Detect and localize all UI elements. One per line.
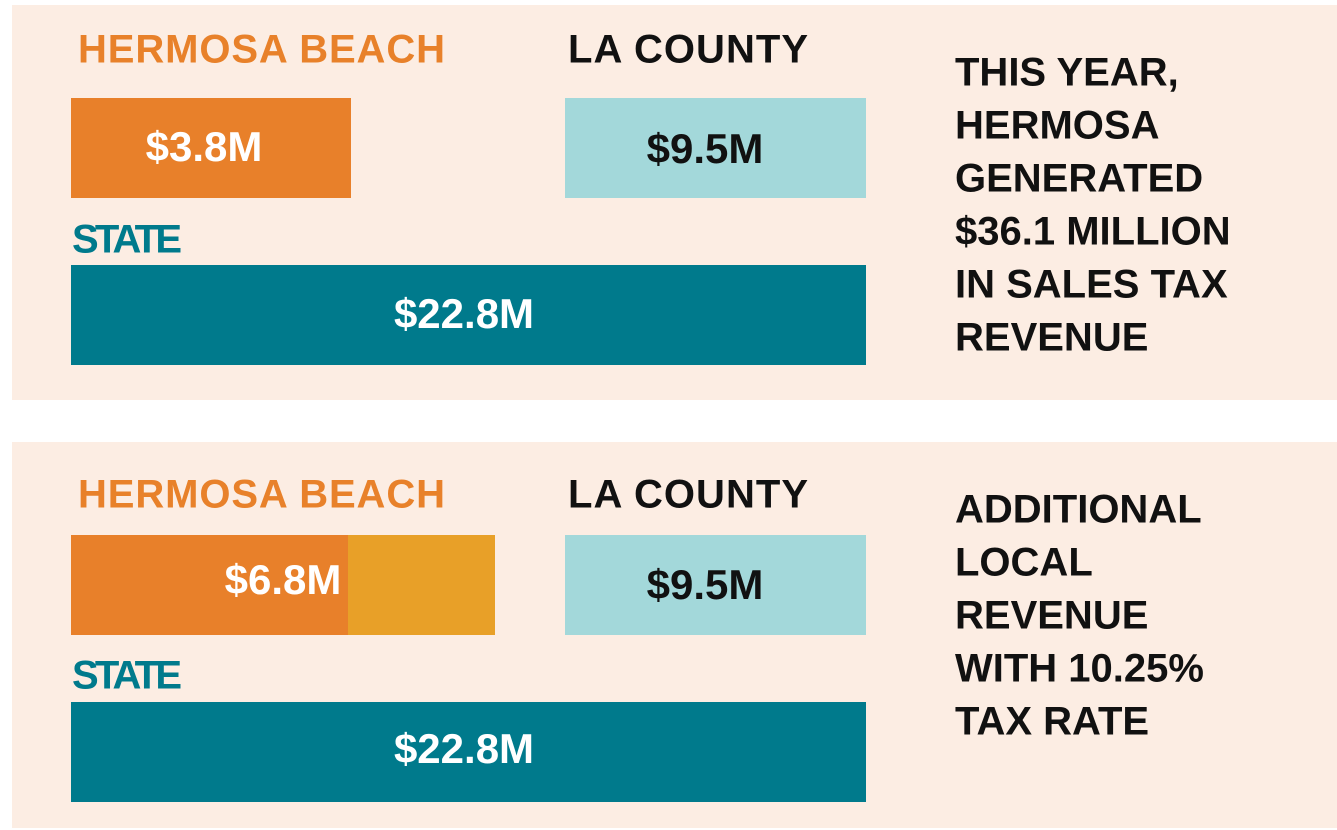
state-value: $22.8M: [394, 725, 534, 772]
hermosa-bar: [71, 535, 348, 635]
county-bar: [565, 98, 866, 198]
hermosa-value: $3.8M: [146, 123, 263, 170]
county-bar: [565, 535, 866, 635]
county-label: LA COUNTY: [568, 473, 808, 517]
note-line: GENERATED: [955, 157, 1203, 201]
state-label: STATE: [72, 654, 182, 698]
hermosa-bar: [71, 98, 351, 198]
note-line: ADDITIONAL: [955, 488, 1202, 532]
hermosa-label: HERMOSA BEACH: [78, 473, 445, 517]
note-line: $36.1 MILLION: [955, 210, 1231, 254]
panel: HERMOSA BEACH LA COUNTY $6.8M $9.5M STAT…: [12, 442, 1337, 828]
note-line: HERMOSA: [955, 104, 1159, 148]
hermosa-extra-bar: [348, 535, 495, 635]
county-value: $9.5M: [647, 125, 764, 172]
state-bar: [71, 265, 866, 365]
note-line: LOCAL: [955, 541, 1093, 585]
note-line: WITH 10.25%: [955, 647, 1204, 691]
county-label: LA COUNTY: [568, 28, 808, 72]
note-line: TAX RATE: [955, 700, 1149, 744]
hermosa-label: HERMOSA BEACH: [78, 28, 445, 72]
note-line: REVENUE: [955, 316, 1148, 360]
state-label: STATE: [72, 218, 182, 262]
state-value: $22.8M: [394, 290, 534, 337]
county-value: $9.5M: [647, 561, 764, 608]
state-bar: [71, 702, 866, 802]
note-line: THIS YEAR,: [955, 51, 1179, 95]
panel: HERMOSA BEACH LA COUNTY $3.8M $9.5M STAT…: [12, 5, 1337, 400]
note-line: REVENUE: [955, 594, 1148, 638]
hermosa-value: $6.8M: [225, 556, 342, 603]
note-line: IN SALES TAX: [955, 263, 1228, 307]
